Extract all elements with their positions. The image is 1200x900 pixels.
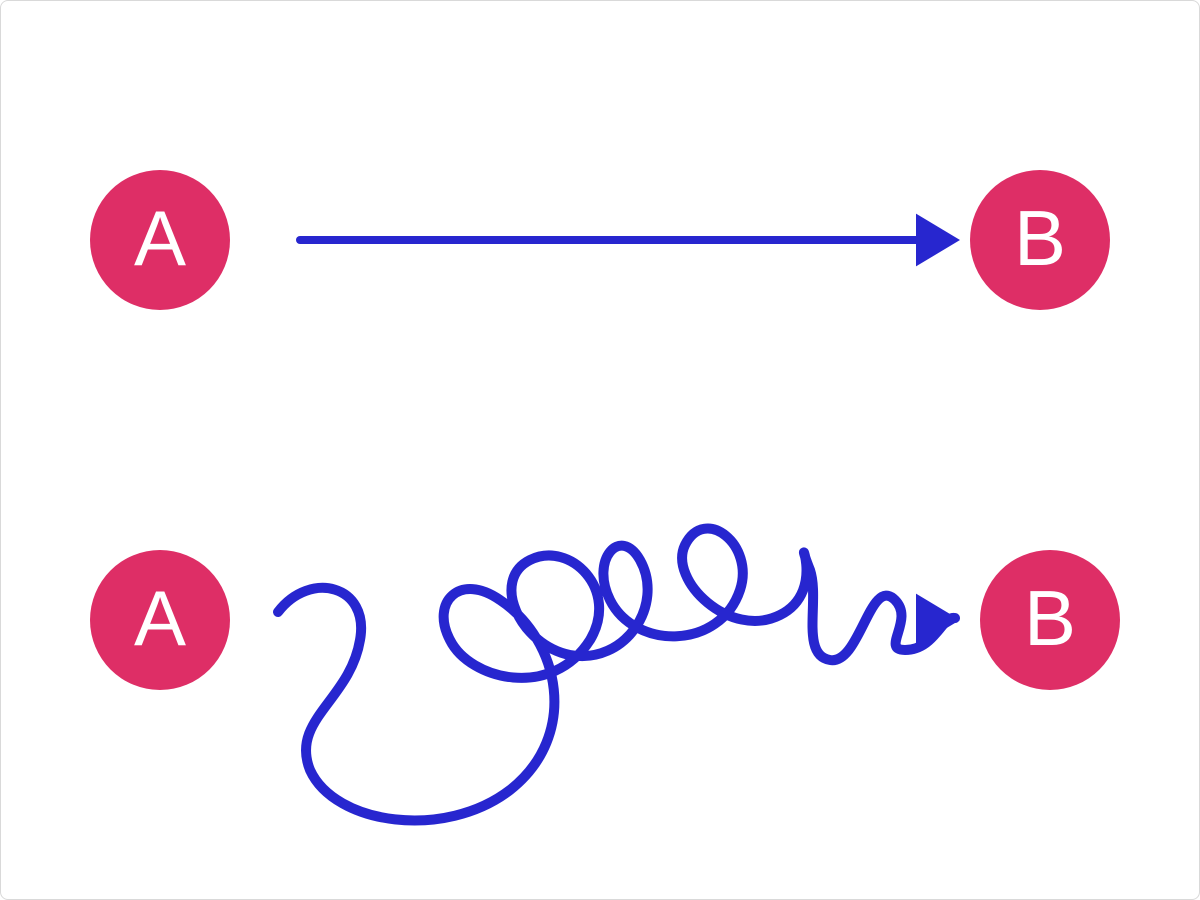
node-a-bottom: A	[90, 550, 230, 690]
squiggle-path-svg	[0, 0, 1200, 900]
squiggle-path-line	[278, 529, 955, 821]
node-b-bottom-label: B	[1024, 579, 1076, 657]
node-b-bottom: B	[980, 550, 1120, 690]
diagram-canvas: A B A B	[0, 0, 1200, 900]
node-a-bottom-label: A	[134, 579, 186, 657]
